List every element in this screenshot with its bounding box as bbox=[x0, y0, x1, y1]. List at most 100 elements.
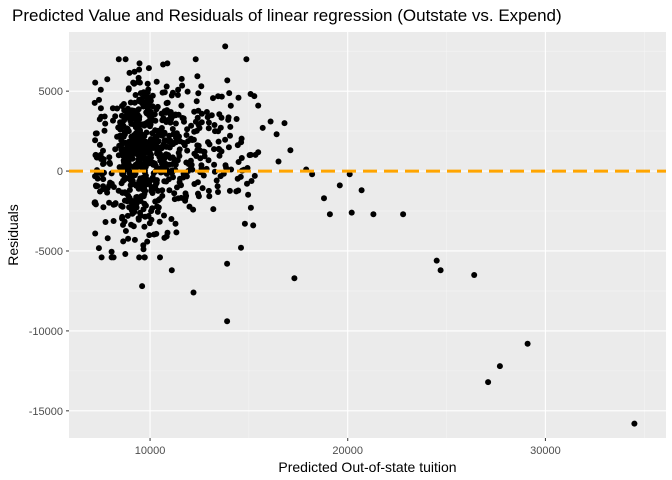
data-point bbox=[194, 73, 201, 80]
data-point bbox=[227, 132, 233, 139]
data-point bbox=[326, 211, 333, 218]
data-point bbox=[243, 56, 250, 63]
data-point bbox=[104, 235, 111, 242]
data-point bbox=[370, 211, 377, 218]
data-point bbox=[203, 109, 210, 115]
data-point bbox=[227, 102, 234, 109]
data-point bbox=[170, 174, 176, 181]
y-axis-title: Residuals bbox=[5, 204, 21, 265]
data-point bbox=[158, 132, 165, 139]
data-point bbox=[214, 183, 221, 190]
data-point bbox=[149, 92, 156, 99]
data-point bbox=[94, 175, 101, 182]
data-point bbox=[164, 99, 171, 106]
data-point bbox=[179, 82, 186, 89]
data-point bbox=[255, 149, 262, 156]
data-point bbox=[154, 203, 161, 210]
data-point bbox=[154, 208, 161, 215]
data-point bbox=[100, 160, 107, 167]
data-point bbox=[151, 231, 158, 238]
data-point bbox=[251, 172, 258, 179]
data-point bbox=[177, 175, 183, 182]
data-point bbox=[122, 251, 129, 257]
data-point bbox=[216, 146, 223, 153]
data-point bbox=[118, 112, 125, 119]
data-point bbox=[110, 218, 117, 224]
data-point bbox=[205, 119, 212, 126]
data-point bbox=[211, 122, 218, 128]
y-tick-label: -10000 bbox=[29, 326, 63, 338]
data-point bbox=[112, 113, 119, 120]
data-point bbox=[122, 228, 129, 234]
data-point bbox=[135, 216, 142, 223]
data-point bbox=[92, 230, 99, 237]
data-point bbox=[143, 119, 150, 126]
data-point bbox=[92, 151, 99, 158]
data-point bbox=[136, 130, 143, 137]
data-point bbox=[206, 141, 213, 148]
data-point bbox=[144, 80, 151, 87]
x-axis-title: Predicted Out-of-state tuition bbox=[278, 459, 456, 475]
data-point bbox=[171, 196, 178, 203]
y-axis-ticks: -15000 -10000 -5000 0 5000 bbox=[29, 86, 69, 418]
data-point bbox=[190, 206, 197, 213]
data-point bbox=[144, 97, 151, 104]
data-point bbox=[93, 130, 100, 137]
data-point bbox=[437, 267, 444, 274]
data-point bbox=[182, 197, 189, 204]
data-point bbox=[177, 138, 184, 145]
data-point bbox=[147, 114, 154, 121]
data-point bbox=[141, 223, 148, 230]
data-point bbox=[205, 157, 212, 164]
data-point bbox=[163, 83, 170, 90]
data-point bbox=[496, 363, 503, 370]
data-point bbox=[98, 254, 105, 261]
data-point bbox=[225, 144, 232, 151]
data-point bbox=[244, 165, 251, 171]
data-point bbox=[117, 121, 124, 128]
data-point bbox=[152, 198, 159, 205]
data-point bbox=[147, 152, 154, 159]
data-point bbox=[227, 123, 234, 130]
data-point bbox=[139, 135, 146, 142]
data-point bbox=[142, 172, 149, 179]
data-point bbox=[433, 257, 440, 264]
data-point bbox=[251, 93, 258, 100]
data-point bbox=[169, 154, 176, 161]
data-point bbox=[235, 187, 242, 194]
data-point bbox=[184, 126, 191, 133]
data-point bbox=[136, 96, 143, 103]
data-point bbox=[146, 232, 153, 239]
data-point bbox=[178, 102, 185, 109]
data-point bbox=[184, 147, 191, 154]
data-point bbox=[119, 148, 126, 155]
data-point bbox=[218, 114, 225, 121]
data-point bbox=[142, 188, 149, 194]
data-point bbox=[97, 105, 104, 112]
data-point bbox=[234, 142, 241, 149]
data-point bbox=[199, 185, 206, 192]
data-point bbox=[96, 141, 103, 148]
data-point bbox=[211, 146, 217, 153]
data-point bbox=[195, 190, 201, 197]
data-point bbox=[176, 146, 183, 153]
data-point bbox=[224, 318, 231, 325]
data-point bbox=[178, 75, 185, 82]
data-point bbox=[193, 98, 200, 105]
data-point bbox=[195, 90, 202, 97]
data-point bbox=[163, 137, 169, 144]
data-point bbox=[119, 215, 125, 222]
data-point bbox=[158, 125, 165, 131]
data-point bbox=[95, 245, 102, 252]
data-point bbox=[170, 141, 176, 148]
data-point bbox=[128, 116, 135, 123]
data-point bbox=[92, 79, 99, 86]
data-point bbox=[348, 209, 355, 216]
data-point bbox=[102, 219, 109, 225]
data-point bbox=[140, 242, 147, 249]
data-point bbox=[120, 221, 126, 228]
data-point bbox=[194, 147, 201, 154]
data-point bbox=[122, 190, 129, 197]
data-point bbox=[188, 122, 195, 129]
chart-title: Predicted Value and Residuals of linear … bbox=[12, 6, 562, 25]
